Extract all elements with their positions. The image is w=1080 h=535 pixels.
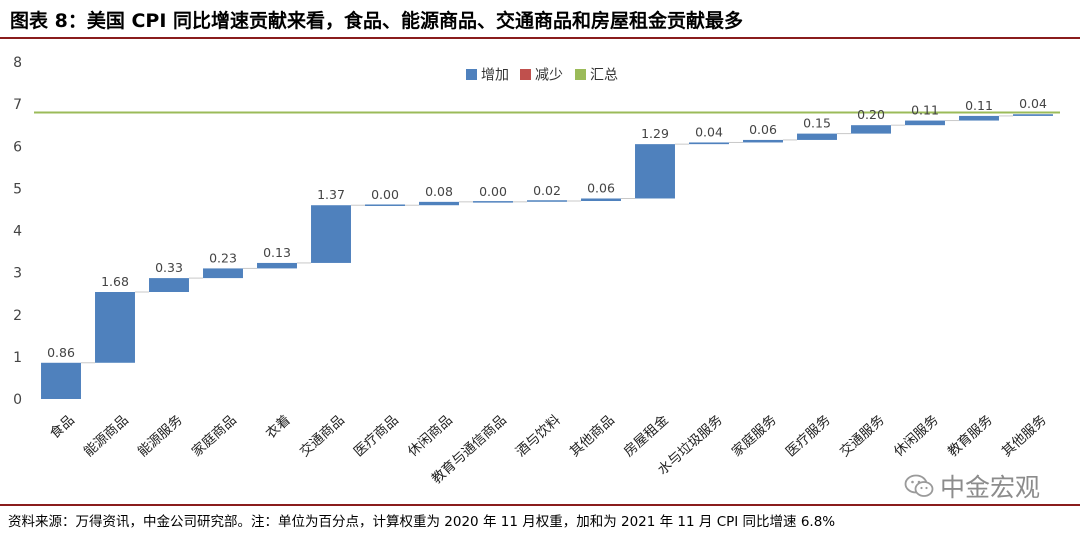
x-category-label: 能源服务 <box>135 412 186 460</box>
x-category-label: 医疗商品 <box>351 412 402 460</box>
bar-17 <box>905 120 945 126</box>
x-category-label: 衣着 <box>262 411 293 442</box>
data-label: 0.06 <box>749 122 777 137</box>
y-tick-label: 8 <box>13 55 22 71</box>
x-category-label: 其他商品 <box>567 412 618 460</box>
x-category-label: 酒与饮料 <box>513 412 564 460</box>
bar-18 <box>959 115 999 121</box>
y-tick-label: 0 <box>13 392 22 408</box>
x-category-label: 休闲商品 <box>405 412 456 460</box>
data-label: 0.04 <box>695 124 723 139</box>
watermark-text: 中金宏观 <box>940 473 1041 502</box>
bar-19 <box>1013 114 1053 116</box>
y-tick-label: 7 <box>13 97 22 113</box>
legend-swatch <box>575 69 586 80</box>
legend-label: 增加 <box>481 68 509 84</box>
x-category-label: 家庭服务 <box>728 411 780 460</box>
bar-9 <box>473 201 513 203</box>
bar-3 <box>149 278 189 293</box>
y-tick-label: 2 <box>13 308 22 324</box>
data-label: 0.11 <box>965 98 993 113</box>
data-label: 0.13 <box>263 245 291 260</box>
legend-label: 减少 <box>535 68 563 84</box>
title-divider <box>0 37 1080 39</box>
bar-4 <box>203 268 243 279</box>
data-label: 0.06 <box>587 180 615 195</box>
data-label: 0.11 <box>911 103 939 118</box>
data-label: 0.86 <box>47 345 75 360</box>
legend-swatch <box>520 69 531 80</box>
data-label: 0.33 <box>155 260 183 275</box>
data-label: 0.00 <box>371 187 399 202</box>
data-label: 0.23 <box>209 250 237 265</box>
waterfall-chart: 0 1 2 3 4 5 6 7 8 0.86 1.68 0.33 0.23 0.13 1.37 0.00 0.… <box>13 55 1060 487</box>
y-tick-label: 5 <box>13 181 22 197</box>
bar-10 <box>527 200 567 202</box>
data-label: 0.15 <box>803 116 831 131</box>
data-label: 1.37 <box>317 187 345 202</box>
x-category-label: 食品 <box>46 411 77 442</box>
bar-1 <box>41 362 81 399</box>
data-label: 0.00 <box>479 184 507 199</box>
legend-swatch <box>466 69 477 80</box>
bar-5 <box>257 262 297 269</box>
y-tick-label: 6 <box>13 139 22 155</box>
wechat-icon <box>904 474 934 497</box>
source-divider <box>0 504 1080 506</box>
y-tick-label: 4 <box>13 224 22 240</box>
bar-11 <box>581 198 621 202</box>
bar-13 <box>689 142 729 145</box>
y-tick-label: 3 <box>13 266 22 282</box>
x-category-label: 休闲服务 <box>891 412 942 460</box>
bar-14 <box>743 139 783 143</box>
bar-6 <box>311 205 351 263</box>
legend-label: 汇总 <box>590 68 618 84</box>
bar-8 <box>419 201 459 206</box>
figure-title: 图表 8：美国 CPI 同比增速贡献来看，食品、能源商品、交通商品和房屋租金贡献… <box>10 10 744 32</box>
watermark: 中金宏观 <box>904 468 1040 504</box>
bar-2 <box>95 292 135 363</box>
bar-15 <box>797 133 837 140</box>
data-label: 1.29 <box>641 126 669 141</box>
data-label: 0.02 <box>533 183 561 198</box>
data-label: 1.68 <box>101 274 129 289</box>
x-category-label: 家庭商品 <box>188 411 240 460</box>
x-category-label: 交通服务 <box>836 411 888 460</box>
x-category-label: 能源商品 <box>81 412 132 460</box>
y-tick-label: 1 <box>13 350 22 366</box>
bar-7 <box>365 204 405 206</box>
data-label: 0.04 <box>1019 96 1047 111</box>
bar-16 <box>851 125 891 134</box>
x-category-label: 房屋租金 <box>621 412 672 460</box>
data-label: 0.20 <box>857 107 885 122</box>
x-category-label: 教育服务 <box>945 412 996 460</box>
bar-12 <box>635 144 675 199</box>
source-note: 资料来源：万得资讯，中金公司研究部。注：单位为百分点，计算权重为 2020 年 … <box>8 514 836 530</box>
x-category-label: 医疗服务 <box>783 412 834 460</box>
data-label: 0.08 <box>425 184 453 199</box>
x-category-label: 其他服务 <box>999 412 1050 460</box>
x-category-label: 交通商品 <box>296 411 348 460</box>
